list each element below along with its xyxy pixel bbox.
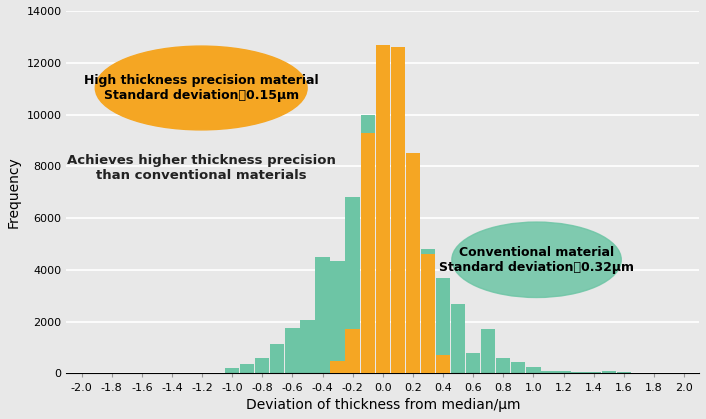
Y-axis label: Frequency: Frequency [7, 156, 21, 228]
Bar [300, 321, 315, 373]
X-axis label: Deviation of thickness from median/μm: Deviation of thickness from median/μm [246, 398, 520, 412]
Bar [361, 114, 375, 373]
Bar [406, 153, 420, 373]
Bar [466, 353, 480, 373]
Bar [225, 368, 239, 373]
Bar [511, 362, 525, 373]
Bar [587, 372, 601, 373]
Bar [481, 329, 496, 373]
Bar [421, 254, 435, 373]
Bar [240, 365, 254, 373]
Text: Achieves higher thickness precision
than conventional materials: Achieves higher thickness precision than… [67, 154, 335, 181]
Bar [361, 133, 375, 373]
Bar [556, 371, 570, 373]
Bar [436, 355, 450, 373]
Bar [330, 261, 345, 373]
Bar [376, 113, 390, 373]
Text: High thickness precision material
Standard deviation：0.15μm: High thickness precision material Standa… [84, 74, 318, 102]
Bar [542, 371, 556, 373]
Bar [571, 372, 586, 373]
Bar [436, 278, 450, 373]
Bar [616, 372, 631, 373]
Text: Conventional material
Standard deviation：0.32μm: Conventional material Standard deviation… [439, 246, 634, 274]
Bar [345, 197, 360, 373]
Bar [451, 303, 465, 373]
Bar [345, 329, 360, 373]
Bar [316, 257, 330, 373]
Bar [376, 44, 390, 373]
Bar [390, 47, 405, 373]
Bar [330, 360, 345, 373]
Bar [406, 235, 420, 373]
Bar [421, 249, 435, 373]
Bar [270, 344, 285, 373]
Bar [255, 358, 270, 373]
Bar [602, 371, 616, 373]
Bar [390, 227, 405, 373]
Bar [285, 328, 299, 373]
Bar [496, 358, 510, 373]
Bar [526, 367, 541, 373]
